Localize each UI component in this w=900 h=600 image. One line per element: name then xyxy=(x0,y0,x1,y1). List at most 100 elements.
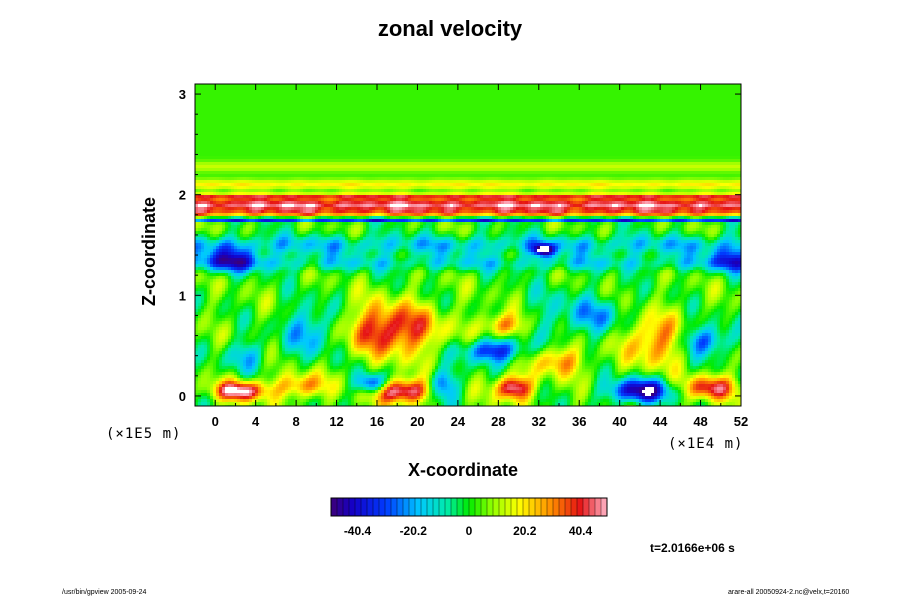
heatmap-cell xyxy=(408,105,412,109)
heatmap-cell xyxy=(555,132,559,136)
heatmap-cell xyxy=(720,102,724,106)
heatmap-cell xyxy=(354,153,358,157)
heatmap-cell xyxy=(681,129,685,133)
heatmap-cell xyxy=(693,87,697,91)
heatmap-cell xyxy=(477,150,481,154)
heatmap-cell xyxy=(339,117,343,121)
heatmap-cell xyxy=(507,135,511,139)
heatmap-cell xyxy=(657,138,661,142)
heatmap-cell xyxy=(537,141,541,145)
heatmap-cell xyxy=(654,93,658,97)
heatmap-cell xyxy=(654,132,658,136)
heatmap-cell xyxy=(501,99,505,103)
heatmap-cell xyxy=(276,96,280,100)
heatmap-cell xyxy=(204,153,208,157)
heatmap-cell xyxy=(324,159,328,163)
heatmap-cell xyxy=(360,132,364,136)
heatmap-cell xyxy=(216,105,220,109)
heatmap-cell xyxy=(408,87,412,91)
heatmap-cell xyxy=(711,123,715,127)
heatmap-cell xyxy=(705,129,709,133)
heatmap-cell xyxy=(459,156,463,160)
heatmap-cell xyxy=(483,117,487,121)
heatmap-cell xyxy=(279,132,283,136)
heatmap-cell xyxy=(717,117,721,121)
heatmap-cell xyxy=(477,93,481,97)
heatmap-cell xyxy=(417,135,421,139)
heatmap-cell xyxy=(525,111,529,115)
heatmap-cell xyxy=(693,150,697,154)
heatmap-cell xyxy=(531,126,535,130)
heatmap-cell xyxy=(282,165,286,169)
heatmap-cell xyxy=(723,150,727,154)
heatmap-cell xyxy=(423,90,427,94)
heatmap-cell xyxy=(660,123,664,127)
heatmap-cell xyxy=(726,120,730,124)
heatmap-cell xyxy=(720,156,724,160)
heatmap-cell xyxy=(576,156,580,160)
heatmap-cell xyxy=(390,114,394,118)
heatmap-cell xyxy=(645,144,649,148)
heatmap-cell xyxy=(477,132,481,136)
heatmap-cell xyxy=(402,150,406,154)
heatmap-cell xyxy=(303,117,307,121)
heatmap-cell xyxy=(648,156,652,160)
heatmap-cell xyxy=(255,96,259,100)
heatmap-cell xyxy=(330,96,334,100)
heatmap-cell xyxy=(336,162,340,166)
heatmap-cell xyxy=(267,126,271,130)
heatmap-cell xyxy=(699,114,703,118)
heatmap-cell xyxy=(213,135,217,139)
heatmap-cell xyxy=(417,165,421,169)
heatmap-cell xyxy=(609,96,613,100)
heatmap-cell xyxy=(717,111,721,115)
heatmap-cell xyxy=(612,144,616,148)
heatmap-cell xyxy=(414,147,418,151)
heatmap-cell xyxy=(324,141,328,145)
heatmap-cell xyxy=(252,84,256,88)
heatmap-cell xyxy=(255,144,259,148)
heatmap-cell xyxy=(495,111,499,115)
heatmap-cell xyxy=(369,141,373,145)
heatmap-cell xyxy=(450,144,454,148)
heatmap-cell xyxy=(552,117,556,121)
heatmap-cell xyxy=(624,150,628,154)
heatmap-cell xyxy=(609,102,613,106)
heatmap-cell xyxy=(675,144,679,148)
heatmap-cell xyxy=(213,105,217,109)
heatmap-cell xyxy=(519,111,523,115)
heatmap-cell xyxy=(255,108,259,112)
heatmap-cell xyxy=(318,96,322,100)
heatmap-cell xyxy=(669,96,673,100)
heatmap-cell xyxy=(369,102,373,106)
heatmap-cell xyxy=(306,126,310,130)
heatmap-cell xyxy=(342,159,346,163)
heatmap-cell xyxy=(612,135,616,139)
heatmap-cell xyxy=(231,96,235,100)
heatmap-cell xyxy=(354,159,358,163)
heatmap-cell xyxy=(225,114,229,118)
heatmap-cell xyxy=(240,132,244,136)
heatmap-cell xyxy=(342,153,346,157)
heatmap-cell xyxy=(543,93,547,97)
heatmap-cell xyxy=(339,120,343,124)
heatmap-cell xyxy=(381,156,385,160)
heatmap-cell xyxy=(486,114,490,118)
heatmap-cell xyxy=(330,123,334,127)
heatmap-cell xyxy=(237,165,241,169)
heatmap-cell xyxy=(615,156,619,160)
heatmap-cell xyxy=(660,141,664,145)
heatmap-cell xyxy=(279,129,283,133)
heatmap-cell xyxy=(726,84,730,88)
heatmap-cell xyxy=(399,135,403,139)
heatmap-cell xyxy=(492,117,496,121)
heatmap-cell xyxy=(414,105,418,109)
heatmap-cell xyxy=(201,165,205,169)
heatmap-cell xyxy=(672,135,676,139)
heatmap-cell xyxy=(219,159,223,163)
heatmap-cell xyxy=(399,138,403,142)
heatmap-cell xyxy=(477,120,481,124)
heatmap-cell xyxy=(375,120,379,124)
heatmap-cell xyxy=(471,150,475,154)
heatmap-cell xyxy=(363,93,367,97)
